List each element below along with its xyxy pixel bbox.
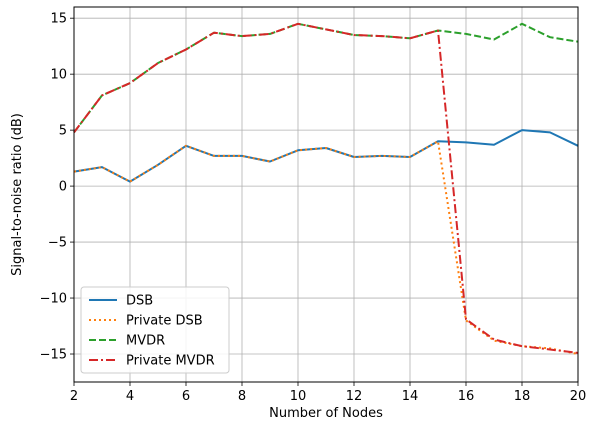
legend-label: Private MVDR	[126, 354, 215, 369]
series-lines	[73, 22, 579, 355]
y-tick-label: 5	[59, 124, 67, 139]
x-tick-label: 18	[514, 389, 531, 404]
x-tick-label: 6	[182, 389, 190, 404]
series-line-dsb	[73, 129, 579, 183]
x-tick-label: 10	[290, 389, 307, 404]
legend: DSB Private DSB MVDR Private MVDR	[80, 286, 230, 374]
legend-label: Private DSB	[126, 314, 203, 329]
y-axis-label: Signal-to-noise ratio (dB)	[10, 113, 25, 276]
y-tick-label: −5	[48, 236, 67, 251]
x-axis-ticks: 2 4 6 8 10 12 14 16 18 20	[70, 382, 586, 404]
x-tick-label: 20	[570, 389, 587, 404]
x-tick-label: 12	[346, 389, 363, 404]
x-tick-label: 14	[402, 389, 419, 404]
y-axis-ticks: −15 −10 −5 0 5 10 15	[40, 12, 74, 363]
y-tick-label: 10	[50, 68, 67, 83]
x-axis-label: Number of Nodes	[269, 406, 383, 421]
plot-frame	[73, 6, 579, 383]
series-line-mvdr	[73, 22, 579, 134]
series-line-private-dsb	[73, 140, 579, 355]
x-tick-label: 2	[70, 389, 78, 404]
y-tick-label: −15	[40, 348, 67, 363]
y-tick-label: −10	[40, 292, 67, 307]
x-tick-label: 8	[238, 389, 246, 404]
legend-label: DSB	[126, 294, 153, 309]
series-line-private-mvdr	[73, 22, 579, 354]
legend-box	[80, 286, 230, 374]
x-tick-label: 4	[126, 389, 134, 404]
legend-label: MVDR	[126, 334, 165, 349]
y-tick-label: 15	[50, 12, 67, 27]
x-tick-label: 16	[458, 389, 475, 404]
y-tick-label: 0	[59, 180, 67, 195]
